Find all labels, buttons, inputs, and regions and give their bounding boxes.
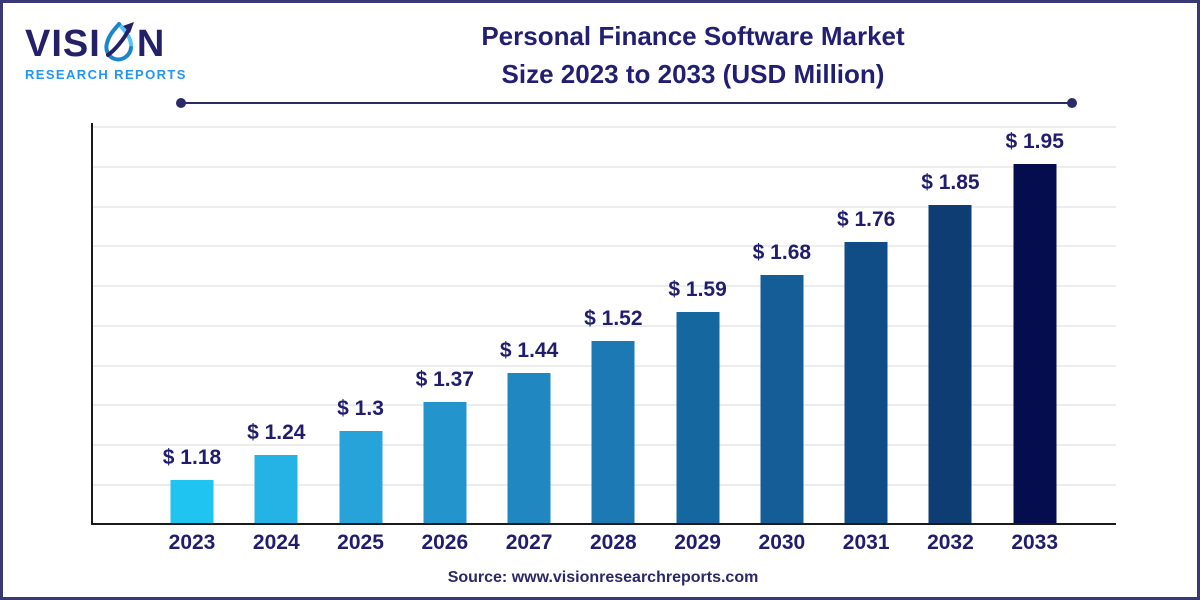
x-tick-label: 2024	[252, 531, 300, 554]
underline-dot-left	[176, 98, 186, 108]
bar	[591, 341, 635, 523]
logo-brand: VISI N	[25, 22, 187, 65]
plot-area: $ 1.18 2023 $ 1.24 2024 $ 1.3 2025 $ 1.3…	[91, 123, 1116, 554]
bar	[1013, 164, 1057, 523]
bar-group: $ 1.44 2027	[486, 123, 572, 554]
bar	[760, 275, 804, 523]
x-tick-label: 2031	[842, 531, 890, 554]
x-tick-label: 2026	[421, 531, 469, 554]
bar	[423, 402, 467, 523]
x-tick-label: 2032	[927, 531, 974, 554]
chart-title: Personal Finance Software Market Size 20…	[183, 17, 1197, 93]
bar	[254, 455, 298, 523]
bar-group: $ 1.3 2025	[318, 123, 404, 554]
x-tick-label: 2025	[337, 531, 384, 554]
leaf-arrow-drop-icon	[104, 22, 134, 62]
bar	[844, 242, 888, 523]
x-tick-label: 2033	[1011, 531, 1059, 554]
bar	[170, 480, 214, 523]
logo-subtitle: RESEARCH REPORTS	[25, 67, 187, 82]
bar-group: $ 1.76 2031	[823, 123, 909, 554]
bar-value-label: $ 1.95	[1005, 130, 1064, 153]
bar-group: $ 1.24 2024	[233, 123, 319, 554]
bar	[928, 205, 972, 523]
gridline	[93, 324, 1116, 327]
x-tick-label: 2023	[168, 531, 216, 554]
bar-value-label: $ 1.85	[921, 171, 980, 194]
title-underline	[176, 98, 1077, 108]
gridline	[93, 285, 1116, 288]
gridline	[93, 126, 1116, 128]
x-tick-label: 2029	[674, 531, 721, 554]
chart-title-line2: Size 2023 to 2033 (USD Million)	[501, 59, 885, 89]
x-axis-line	[91, 523, 1116, 525]
bar-value-label: $ 1.59	[668, 278, 727, 301]
gridline	[93, 205, 1116, 208]
bar-value-label: $ 1.37	[415, 368, 474, 391]
bar-value-label: $ 1.24	[247, 421, 306, 444]
source-text: Source: www.visionresearchreports.com	[447, 569, 759, 586]
logo: VISI N RESEARCH REPORTS	[25, 22, 187, 82]
bar-group: $ 1.59 2029	[655, 123, 741, 554]
y-axis-line	[91, 123, 93, 523]
bar-value-label: $ 1.3	[337, 397, 384, 420]
bar-group: $ 1.95 2033	[992, 123, 1078, 554]
bar-value-label: $ 1.18	[162, 446, 222, 469]
bar-group: $ 1.85 2032	[907, 123, 993, 554]
bar	[507, 373, 551, 523]
logo-brand-prefix: VISI	[25, 23, 101, 65]
gridline	[93, 245, 1116, 248]
bar-value-label: $ 1.76	[836, 208, 896, 231]
underline-dot-right	[1067, 98, 1077, 108]
bar-group: $ 1.18 2023	[149, 123, 235, 554]
bar-value-label: $ 1.52	[584, 307, 643, 330]
gridline	[93, 165, 1116, 168]
x-tick-label: 2030	[758, 531, 806, 554]
logo-brand-suffix: N	[136, 23, 166, 65]
x-tick-label: 2027	[505, 531, 553, 554]
x-tick-label: 2028	[589, 531, 637, 554]
bar	[676, 312, 720, 523]
bar-group: $ 1.68 2030	[739, 123, 825, 554]
bar-value-label: $ 1.44	[499, 339, 559, 362]
bar-value-label: $ 1.68	[752, 241, 812, 264]
bar	[339, 431, 383, 523]
bar-group: $ 1.52 2028	[570, 123, 656, 554]
chart-title-line1: Personal Finance Software Market	[481, 21, 905, 51]
bar-group: $ 1.37 2026	[402, 123, 488, 554]
